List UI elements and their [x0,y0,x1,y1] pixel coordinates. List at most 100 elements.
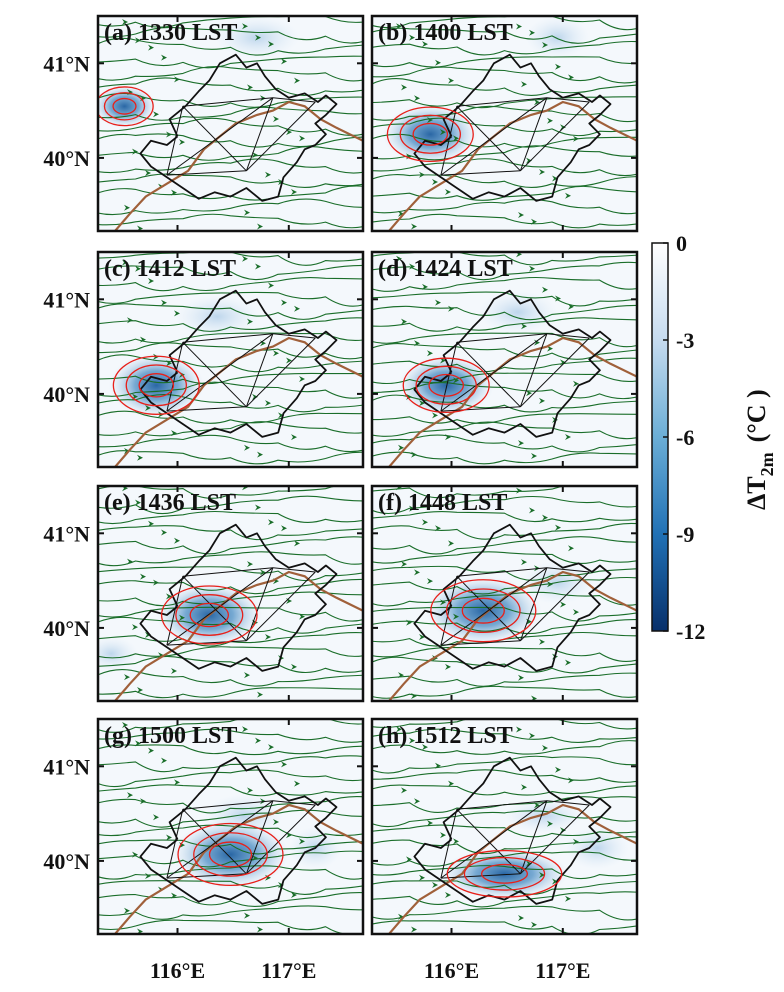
streamline-arrow [401,561,407,568]
streamline-arrow [547,820,553,827]
streamline-arrow [145,170,151,177]
streamline-arrow [137,454,143,461]
river-line [113,803,363,934]
streamline-arrow [244,672,250,679]
streamline-arrow [140,573,146,580]
network-line [456,567,547,577]
streamline-arrow [432,412,438,419]
map-layers [98,252,363,467]
streamline-arrow [127,317,133,324]
streamline-arrow [260,569,266,576]
streamline-arrow [516,23,522,30]
contour-line [125,364,188,407]
streamline-arrow [560,827,566,834]
streamline-arrow [568,74,574,81]
river-line [387,336,637,467]
streamline-arrow [396,255,402,262]
streamline [372,591,637,607]
streamline [372,769,637,783]
streamline-arrow [518,440,524,447]
streamline-arrow [127,558,133,565]
streamline [98,410,363,424]
contour-line [160,585,258,645]
streamline-arrow [432,881,438,888]
streamline-arrow [453,135,459,142]
streamline-arrow [521,559,527,566]
streamline-arrow [396,23,402,30]
streamline [372,158,637,177]
network-line [546,567,590,573]
network-line [520,101,590,172]
network-line [166,342,184,412]
streamline-arrow [286,129,292,136]
streamline [98,317,363,332]
streamline-arrow [242,726,248,733]
streamline [98,655,363,674]
streamlines [98,486,363,699]
streamline-arrow [521,81,527,88]
streamline-arrow [414,798,420,805]
network-line [166,567,274,646]
streamline-arrow [174,310,180,317]
network-line [546,333,590,339]
streamline [98,158,363,174]
network-line [246,804,316,875]
river-line [387,570,637,701]
streamline-arrow [153,579,159,586]
streamline-arrow [179,614,185,621]
streamline [372,685,637,699]
streamline-arrow [174,537,180,544]
network-line [166,640,247,646]
streamline-arrow [526,860,532,867]
network-line [182,808,247,875]
streamline-arrow [398,444,404,451]
streamline-arrow [255,263,261,270]
contours [386,106,474,162]
axes-labels: 41°N 40°N 41°N 40°N 41°N 40°N 41°N 40°N 116°E 117… [43,51,590,983]
network-line [440,406,521,412]
streamline-arrow [153,111,159,118]
network-line [440,106,458,176]
streamline-arrow [286,832,292,839]
streamline-arrow [539,638,545,645]
streamline [98,421,363,437]
map-panel-a: (a) 1330 LST [96,14,365,233]
map-layers [98,16,363,231]
panel-frame [370,250,639,469]
network-line [166,576,184,646]
streamline-arrow [132,624,138,631]
streamline-arrow [445,189,451,196]
streamline [98,892,363,908]
streamline [372,551,637,565]
streamline [372,27,637,44]
streamline [372,851,637,867]
map-panel-d: (d) 1424 LST [370,250,639,469]
streamline-arrow [573,135,579,142]
streamline [372,394,637,413]
streamline [372,606,637,622]
streamline-arrow [529,732,535,739]
streamline [372,382,637,400]
streamline [98,578,363,595]
colorbar-tick-label: -12 [676,619,705,644]
panel-frame [96,250,365,469]
streamline-arrow [448,780,454,787]
network-line [440,873,521,879]
streamline-arrow [247,787,253,794]
network-line [166,809,184,879]
streamline-arrow [422,41,428,48]
streamline [372,372,637,385]
network-line [245,333,274,407]
streamline [98,173,363,188]
panel-frame [370,717,639,936]
boundary-outline [413,523,612,672]
streamline-arrow [427,578,433,585]
river-line [113,570,363,701]
streamlines [372,719,637,934]
streamline-arrow [294,780,300,787]
streamline-arrow [560,124,566,131]
streamline-arrow [440,357,446,364]
streamline [372,213,637,229]
streamline [372,511,637,523]
streamline-arrow [411,926,417,933]
